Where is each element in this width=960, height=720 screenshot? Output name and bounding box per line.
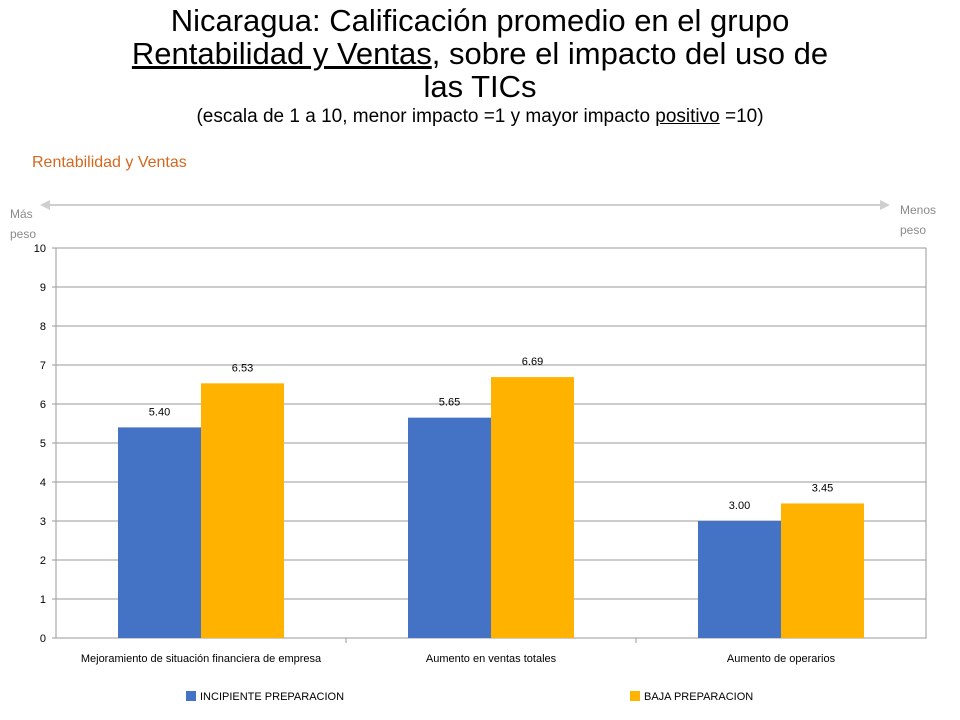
bar bbox=[781, 503, 864, 638]
subtitle-after: =10) bbox=[719, 106, 764, 127]
bar bbox=[201, 383, 284, 638]
y-tick-label: 1 bbox=[40, 594, 46, 606]
chart-title-line-2: Rentabilidad y Ventas, sobre el impacto … bbox=[0, 37, 960, 70]
data-label: 6.53 bbox=[232, 362, 253, 374]
bar bbox=[118, 427, 201, 638]
weight-arrow-right-head bbox=[880, 200, 890, 210]
x-tick-label: Aumento de operarios bbox=[727, 653, 836, 665]
data-label: 6.69 bbox=[522, 356, 543, 368]
y-tick-label: 8 bbox=[40, 321, 46, 333]
weight-arrow-left-head bbox=[40, 200, 50, 210]
y-tick-label: 2 bbox=[40, 555, 46, 567]
data-label: 5.65 bbox=[439, 397, 460, 409]
y-tick-label: 9 bbox=[40, 282, 46, 294]
y-tick-label: 6 bbox=[40, 399, 46, 411]
bar bbox=[491, 377, 574, 638]
data-label: 5.40 bbox=[149, 406, 170, 418]
y-tick-label: 10 bbox=[34, 243, 46, 255]
more-weight-line-2: peso bbox=[10, 227, 37, 241]
y-tick-label: 0 bbox=[40, 633, 46, 645]
data-label: 3.45 bbox=[812, 482, 833, 494]
chart-title-line-3: las TICs bbox=[423, 69, 537, 104]
less-weight-label: Menos peso bbox=[900, 200, 936, 240]
less-weight-line-2: peso bbox=[900, 223, 927, 237]
y-tick-label: 5 bbox=[40, 438, 46, 450]
chart-title-rest: , sobre el impacto del uso de bbox=[431, 36, 829, 71]
more-weight-line-1: Más bbox=[10, 207, 33, 221]
bar bbox=[408, 417, 491, 638]
x-tick-label: Mejoramiento de situación financiera de … bbox=[81, 653, 322, 665]
y-tick-label: 3 bbox=[40, 516, 46, 528]
y-tick-label: 4 bbox=[40, 477, 46, 489]
chart-subtitle: (escala de 1 a 10, menor impacto =1 y ma… bbox=[0, 105, 960, 129]
subtitle-before: (escala de 1 a 10, menor impacto =1 y ma… bbox=[196, 106, 656, 127]
subtitle-underlined: positivo bbox=[655, 106, 720, 127]
y-tick-label: 7 bbox=[40, 360, 46, 372]
less-weight-line-1: Menos bbox=[900, 203, 937, 217]
bar bbox=[698, 521, 781, 638]
chart-title-line-1: Nicaragua: Calificación promedio en el g… bbox=[170, 3, 790, 38]
legend-swatch bbox=[630, 691, 640, 701]
title-block: Nicaragua: Calificación promedio en el g… bbox=[0, 4, 960, 129]
x-tick-label: Aumento en ventas totales bbox=[426, 653, 557, 665]
legend-label: INCIPIENTE PREPARACION bbox=[200, 691, 344, 703]
legend-swatch bbox=[186, 691, 196, 701]
chart-title-underlined: Rentabilidad y Ventas bbox=[131, 36, 432, 71]
legend-label: BAJA PREPARACION bbox=[644, 691, 753, 703]
more-weight-label: Más peso bbox=[10, 204, 36, 244]
data-label: 3.00 bbox=[729, 500, 750, 512]
chart-section-label: Rentabilidad y Ventas bbox=[32, 154, 187, 171]
